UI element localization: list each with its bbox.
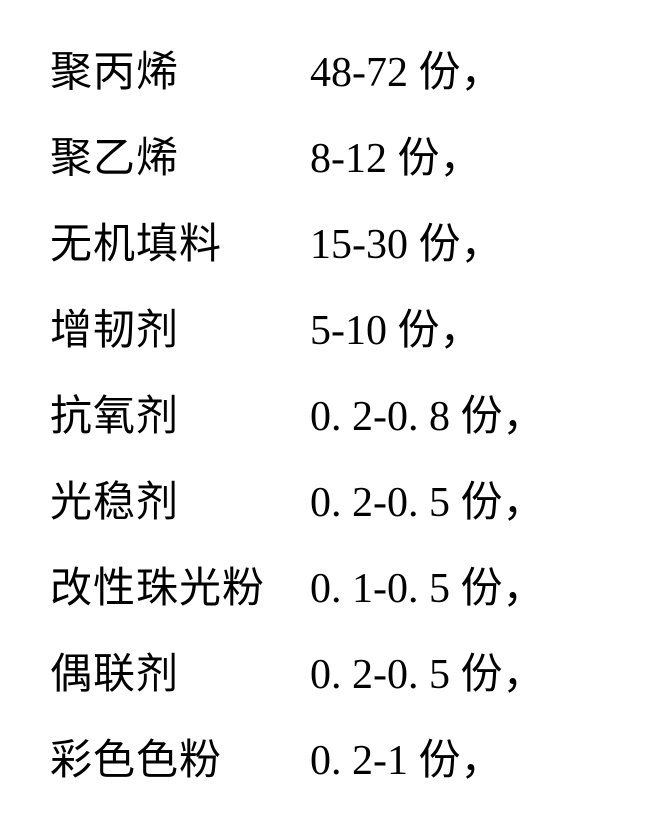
ingredient-label: 聚乙烯 xyxy=(50,116,310,202)
amount-value: 5-10 份， xyxy=(310,288,482,374)
ingredient-label: 增韧剂 xyxy=(50,288,310,374)
table-row: 偶联剂 0. 2-0. 5 份， xyxy=(50,632,642,718)
amount-value: 0. 2-0. 5 份， xyxy=(310,460,545,546)
ingredient-label: 聚丙烯 xyxy=(50,30,310,116)
table-row: 聚丙烯 48-72 份， xyxy=(50,30,642,116)
table-row: 改性珠光粉 0. 1-0. 5 份， xyxy=(50,546,642,632)
ingredient-label: 偶联剂 xyxy=(50,632,310,718)
amount-value: 0. 1-0. 5 份， xyxy=(310,546,545,632)
ingredient-label: 无机填料 xyxy=(50,202,310,288)
table-row: 彩色色粉 0. 2-1 份， xyxy=(50,718,642,804)
ingredient-label: 改性珠光粉 xyxy=(50,546,310,632)
ingredient-label: 抗氧剂 xyxy=(50,374,310,460)
amount-value: 0. 2-0. 8 份， xyxy=(310,374,545,460)
composition-list: 聚丙烯 48-72 份， 聚乙烯 8-12 份， 无机填料 15-30 份， 增… xyxy=(0,0,662,834)
table-row: 增韧剂 5-10 份， xyxy=(50,288,642,374)
table-row: 抗氧剂 0. 2-0. 8 份， xyxy=(50,374,642,460)
amount-value: 48-72 份， xyxy=(310,30,503,116)
amount-value: 15-30 份， xyxy=(310,202,503,288)
amount-value: 0. 2-1 份， xyxy=(310,718,503,804)
table-row: 无机填料 15-30 份， xyxy=(50,202,642,288)
table-row: 光稳剂 0. 2-0. 5 份， xyxy=(50,460,642,546)
ingredient-label: 光稳剂 xyxy=(50,460,310,546)
amount-value: 8-12 份， xyxy=(310,116,482,202)
ingredient-label: 彩色色粉 xyxy=(50,718,310,804)
table-row: 聚乙烯 8-12 份， xyxy=(50,116,642,202)
amount-value: 0. 2-0. 5 份， xyxy=(310,632,545,718)
